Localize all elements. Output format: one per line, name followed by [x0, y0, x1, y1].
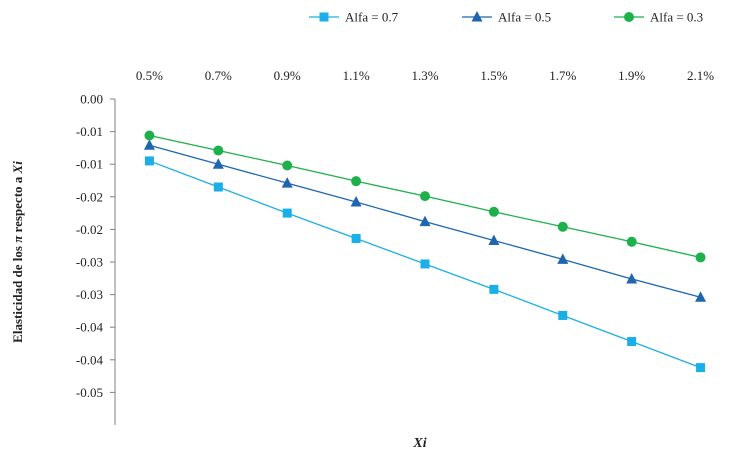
- data-point: [626, 236, 637, 247]
- data-point: [557, 253, 569, 264]
- data-point: [351, 234, 361, 244]
- legend-label: Alfa = 0.7: [345, 10, 399, 25]
- data-point: [212, 158, 224, 169]
- data-point: [144, 130, 155, 141]
- data-point: [695, 252, 706, 263]
- data-point: [420, 259, 430, 269]
- data-point: [627, 337, 637, 347]
- data-point: [213, 145, 224, 156]
- data-point: [351, 176, 362, 187]
- x-tick-label: 0.9%: [274, 68, 301, 83]
- legend-marker: [471, 11, 483, 22]
- y-axis-title-part-1: Elasticidad de los: [10, 243, 25, 343]
- data-point: [419, 215, 431, 227]
- x-tick-label: 0.5%: [136, 68, 163, 83]
- legend-marker: [624, 12, 634, 22]
- y-tick-label: -0.02: [76, 222, 103, 237]
- y-tick-label: -0.01: [76, 124, 103, 139]
- y-tick-label: -0.04: [76, 352, 104, 367]
- x-tick-label: 1.1%: [343, 68, 370, 83]
- y-axis-title-part-3: respecto a: [10, 173, 25, 235]
- data-point: [281, 177, 293, 188]
- series-1: [144, 156, 706, 373]
- y-tick-label: -0.03: [76, 287, 103, 302]
- x-tick-label: 1.3%: [411, 68, 438, 83]
- data-point: [350, 196, 362, 207]
- y-axis-title-xi: Xi: [10, 161, 25, 175]
- data-point: [282, 160, 293, 171]
- data-point: [144, 156, 154, 166]
- data-point: [557, 221, 568, 232]
- data-point: [626, 272, 638, 284]
- y-axis-title-pi-symbol: π: [10, 235, 25, 243]
- y-tick-label: -0.04: [76, 320, 104, 335]
- y-tick-label: 0.00: [80, 92, 103, 107]
- data-point: [213, 182, 223, 192]
- data-point: [696, 363, 706, 373]
- data-point: [420, 191, 430, 202]
- legend-item: Alfa = 0.5: [462, 10, 551, 25]
- legend: Alfa = 0.7 Alfa = 0.5 Alfa = 0.3: [309, 10, 703, 25]
- y-axis: 0.00 -0.01 -0.01 -0.02 -0.02 -0.03 -0.03 -0.04 -…: [76, 92, 116, 425]
- legend-label: Alfa = 0.5: [498, 10, 551, 25]
- x-tick-label: 2.1%: [687, 68, 714, 83]
- data-point: [489, 284, 499, 294]
- data-point: [695, 291, 707, 302]
- legend-item: Alfa = 0.3: [614, 10, 703, 25]
- legend-item: Alfa = 0.7: [309, 10, 399, 25]
- y-tick-label: -0.03: [76, 255, 103, 270]
- series-3: [144, 130, 706, 263]
- data-point: [488, 234, 500, 245]
- series-2: [143, 139, 707, 302]
- legend-marker: [319, 12, 329, 22]
- x-tick-label: 1.7%: [549, 68, 576, 83]
- data-point: [488, 206, 499, 217]
- x-axis-title: Xi: [412, 436, 426, 451]
- data-point: [558, 310, 568, 320]
- series-layer: [143, 130, 707, 373]
- x-tick-label: 1.9%: [618, 68, 645, 83]
- data-point: [143, 139, 155, 150]
- x-axis-tick-labels: 0.5% 0.7% 0.9% 1.1% 1.3% 1.5% 1.7% 1.9% 2.1%: [136, 68, 714, 83]
- legend-label: Alfa = 0.3: [650, 10, 703, 25]
- y-tick-label: -0.02: [76, 189, 103, 204]
- y-tick-label: -0.05: [76, 385, 103, 400]
- y-tick-label: -0.01: [76, 157, 103, 172]
- data-point: [282, 208, 292, 218]
- y-axis-title: Elasticidad de los π respecto a Xi: [10, 161, 25, 343]
- x-tick-label: 0.7%: [205, 68, 232, 83]
- x-tick-label: 1.5%: [480, 68, 507, 83]
